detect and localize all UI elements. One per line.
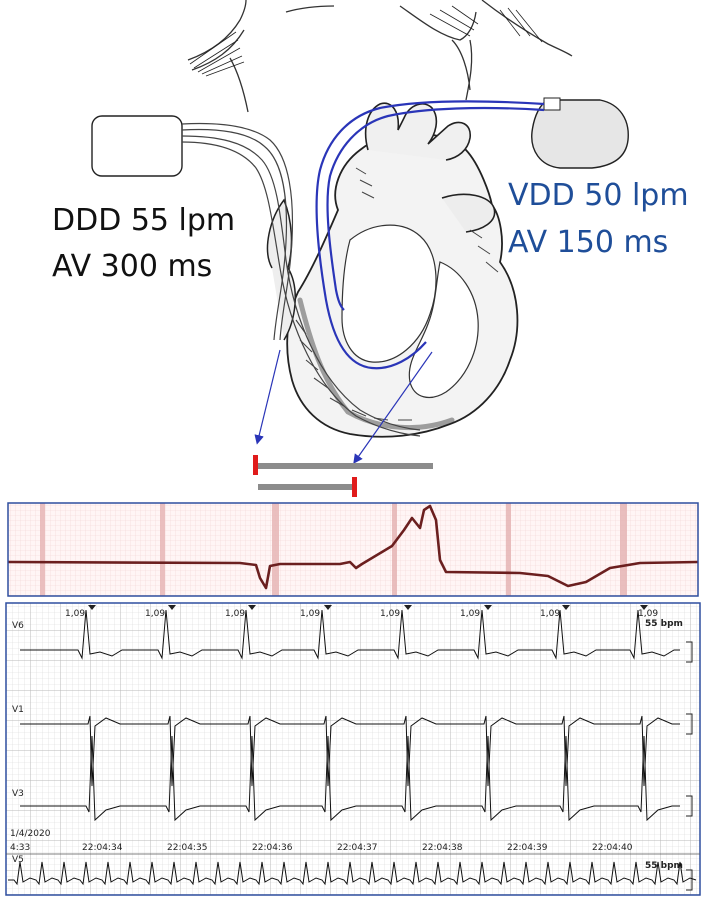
intracardiac-strip — [7, 502, 699, 597]
left-pacemaker-generator — [91, 115, 183, 177]
left-pacemaker-label: DDD 55 lpm AV 300 ms — [52, 203, 235, 284]
timestamp: 22:04:39 — [507, 843, 548, 853]
timestamp: 22:04:40 — [592, 843, 633, 853]
av-timing-bars — [253, 455, 433, 497]
timestamp: 22:04:36 — [252, 843, 293, 853]
right-av-text: AV 150 ms — [508, 225, 668, 260]
right-pacemaker-label: VDD 50 lpm AV 150 ms — [508, 178, 689, 260]
calibration-marks — [686, 641, 693, 891]
rr-label: 1,09 — [638, 609, 658, 619]
lead-label-v6: V6 — [12, 621, 24, 631]
lead-label-v5: V5 — [12, 855, 24, 865]
lead-label-v1: V1 — [12, 705, 24, 715]
left-mode-text: DDD 55 lpm — [52, 203, 235, 238]
date-label: 1/4/2020 — [10, 829, 51, 839]
rate-label-bottom: 55 bpm — [645, 861, 683, 871]
right-pacemaker-generator — [531, 99, 629, 169]
ecg-panel: 1,09 1,09 1,09 1,09 1,09 1,09 1,09 1,09 … — [5, 602, 701, 896]
shoulder-sketch — [187, 0, 573, 113]
lead-label-v3: V3 — [12, 789, 24, 799]
rr-label: 1,09 — [540, 609, 560, 619]
beat-markers — [88, 605, 648, 610]
intracardiac-trace — [7, 504, 699, 590]
timestamp: 22:04:37 — [337, 843, 377, 853]
rate-label: 55 bpm — [645, 619, 683, 629]
rr-label: 1,09 — [300, 609, 320, 619]
right-mode-text: VDD 50 lpm — [508, 178, 689, 213]
long-av-bar — [258, 463, 433, 469]
rr-label: 1,09 — [145, 609, 165, 619]
rr-label: 1,09 — [225, 609, 245, 619]
pink-major-gridlines — [40, 503, 627, 596]
right-pacemaker-header — [543, 97, 561, 111]
timestamp: 22:04:34 — [82, 843, 123, 853]
ecg-trace-v3 — [20, 735, 680, 822]
arrow-to-atrial-marker — [254, 349, 281, 445]
time-start-label: 4:33 — [10, 843, 30, 853]
heart — [266, 102, 519, 438]
timestamp: 22:04:38 — [422, 843, 463, 853]
ecg-traces — [8, 609, 697, 886]
timestamp-row: 22:04:34 22:04:35 22:04:36 22:04:37 22:0… — [82, 843, 633, 853]
right-device-leads — [315, 100, 545, 370]
rr-label: 1,09 — [460, 609, 480, 619]
ecg-trace-v6 — [20, 609, 680, 660]
short-av-bar — [258, 484, 354, 490]
rr-label: 1,09 — [380, 609, 400, 619]
rr-interval-labels: 1,09 1,09 1,09 1,09 1,09 1,09 1,09 1,09 — [65, 609, 658, 619]
rr-label: 1,09 — [65, 609, 85, 619]
left-device-leads — [181, 122, 421, 437]
ecg-trace-v5 — [8, 861, 697, 886]
shoulder-shading — [189, 5, 543, 77]
timestamp: 22:04:35 — [167, 843, 207, 853]
arrow-to-ventricular-marker — [353, 351, 433, 464]
left-av-text: AV 300 ms — [52, 249, 212, 284]
anatomy-illustration — [91, 0, 629, 464]
ecg-trace-v1 — [20, 715, 680, 787]
ventricular-marker — [352, 477, 357, 497]
atrial-marker — [253, 455, 258, 475]
